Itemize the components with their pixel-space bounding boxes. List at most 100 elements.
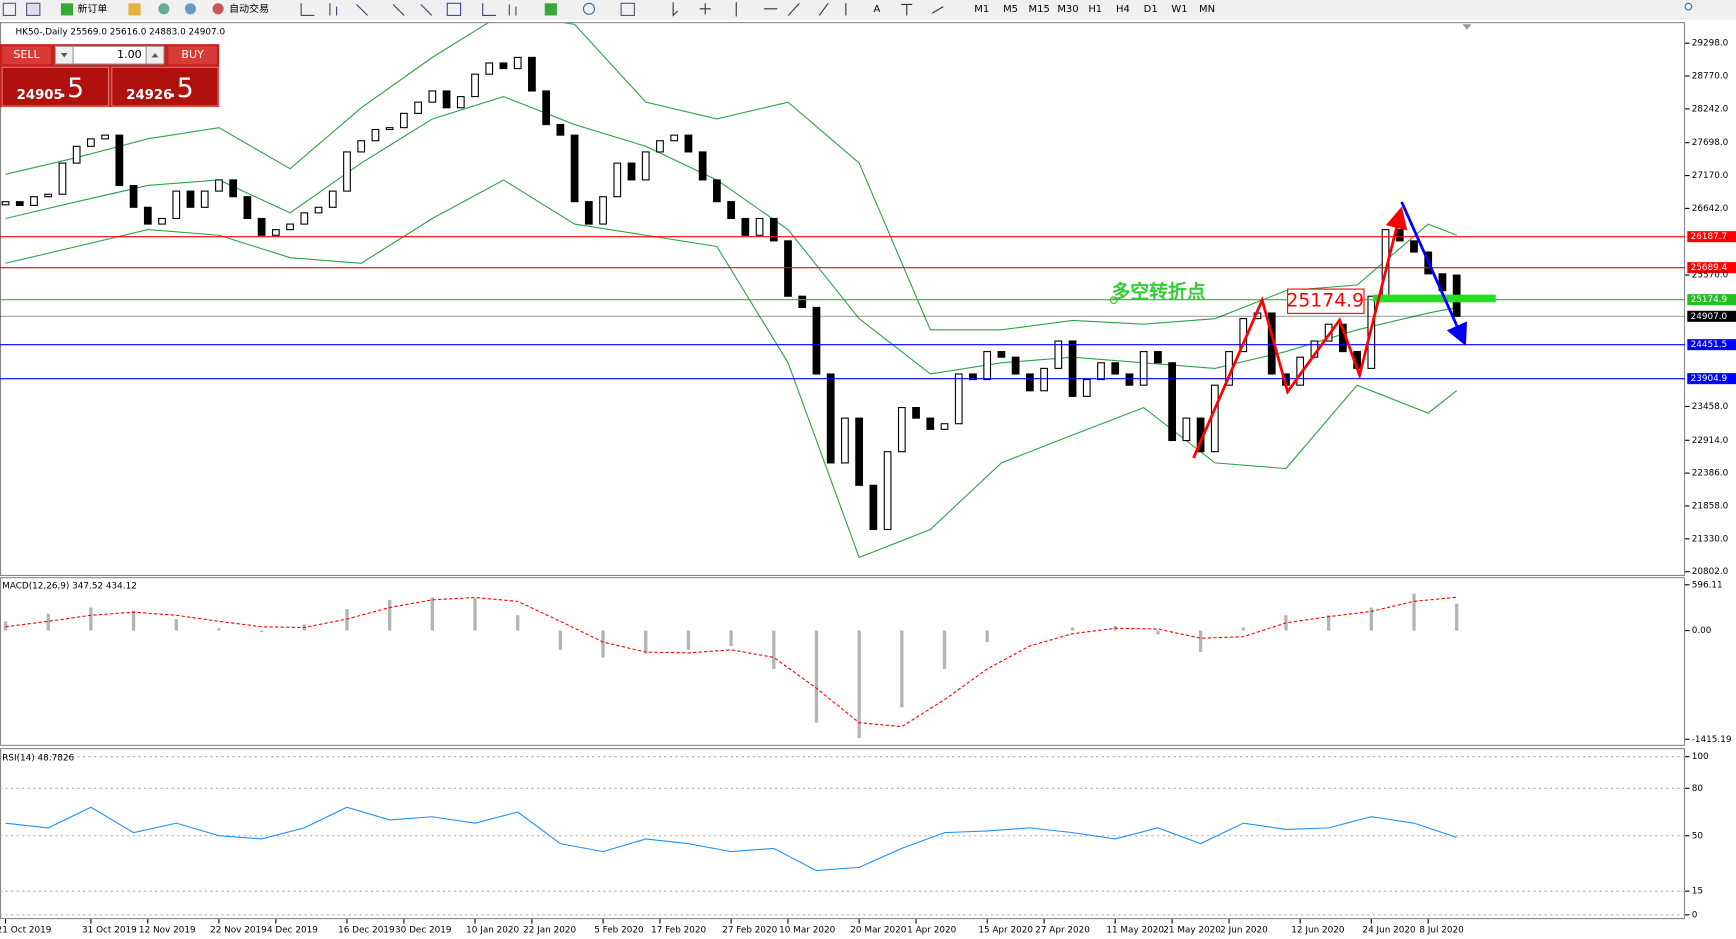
level-label: 25689.4 xyxy=(1691,263,1728,273)
icon-button[interactable] xyxy=(26,2,41,16)
macd-bar xyxy=(89,607,93,631)
timeframe-button[interactable]: M1 xyxy=(974,4,989,15)
spin-icon xyxy=(60,52,68,58)
x-tick-label: 16 Dec 2019 xyxy=(338,926,395,936)
candle xyxy=(556,124,565,136)
toolbar-icons[interactable] xyxy=(901,3,944,16)
buy-label[interactable]: BUY xyxy=(181,48,204,61)
timeframe-button[interactable]: H4 xyxy=(1116,4,1130,15)
icon-button[interactable] xyxy=(446,2,462,16)
ask-box[interactable] xyxy=(111,66,219,107)
search-icon[interactable] xyxy=(1684,2,1693,11)
y-tick-label: 100 xyxy=(1692,752,1709,762)
candle xyxy=(784,240,792,297)
x-tick-label: 21 Oct 2019 xyxy=(0,926,51,936)
timeframe-button[interactable]: H1 xyxy=(1088,4,1102,15)
timeframe-button[interactable]: D1 xyxy=(1144,4,1158,15)
macd-bar xyxy=(857,630,861,739)
icon-button[interactable] xyxy=(544,3,557,16)
candle xyxy=(513,56,522,70)
timeframe-button[interactable]: M30 xyxy=(1057,4,1078,15)
level-label-bg xyxy=(1687,294,1736,306)
toolbar-icons[interactable] xyxy=(482,3,517,16)
candle xyxy=(684,134,693,153)
signal-line xyxy=(5,596,1457,728)
icon-button[interactable] xyxy=(2,2,17,16)
candle xyxy=(1410,240,1418,253)
auto-trading-icon[interactable] xyxy=(212,3,224,15)
candle xyxy=(1210,384,1219,453)
candle xyxy=(200,190,209,208)
x-tick-label: 27 Feb 2020 xyxy=(722,926,777,936)
new-order-button[interactable]: 新订单 xyxy=(78,2,108,15)
icon-button[interactable] xyxy=(184,3,196,15)
bollinger-band xyxy=(5,95,1457,375)
macd-bar xyxy=(1198,630,1203,653)
candle xyxy=(1168,362,1177,442)
x-tick-label: 10 Jan 2020 xyxy=(466,926,519,936)
bid-box[interactable] xyxy=(1,66,110,107)
one-click-panel: SELL 1.00 BUY 24905 .5 24926 .5 xyxy=(0,44,220,108)
bid-fraction[interactable]: .5 xyxy=(59,73,84,104)
candle xyxy=(186,190,195,208)
text-tool[interactable]: A xyxy=(874,4,881,15)
candle xyxy=(115,134,124,187)
candle xyxy=(883,451,892,531)
rsi-pane xyxy=(0,748,1686,920)
candle xyxy=(385,127,394,131)
macd-bar xyxy=(430,597,434,631)
macd-bar xyxy=(1455,603,1459,631)
trend-arrow xyxy=(1400,201,1468,346)
level-label: 25174.9 xyxy=(1691,295,1728,305)
plot-layer: 26187.7 25689.4 25174.9 24907.0 24451.5 23904… xyxy=(0,23,1736,936)
candle xyxy=(912,407,920,419)
macd-bar xyxy=(1070,627,1075,631)
auto-trading-button[interactable]: 自动交易 xyxy=(229,2,269,15)
level-label-bg xyxy=(1687,339,1736,351)
y-tick-label: 28242.0 xyxy=(1692,104,1729,114)
timeframe-button[interactable]: W1 xyxy=(1171,4,1187,15)
x-tick-label: 30 Dec 2019 xyxy=(395,926,452,936)
trend-arrow xyxy=(1192,206,1408,459)
candle xyxy=(656,140,664,153)
candle xyxy=(954,373,963,425)
new-order-icon[interactable] xyxy=(60,3,74,16)
y-tick-label: 0.00 xyxy=(1692,626,1712,636)
y-tick-label: 21330.0 xyxy=(1692,534,1729,544)
sell-label[interactable]: SELL xyxy=(13,48,40,61)
icon-button[interactable] xyxy=(158,3,170,15)
lot-value[interactable]: 1.00 xyxy=(117,48,142,61)
ask-price[interactable]: 24926 xyxy=(126,88,172,103)
toolbar-icons[interactable] xyxy=(672,2,847,17)
icon-button[interactable] xyxy=(128,3,141,16)
candle xyxy=(87,138,95,147)
macd-bar xyxy=(473,598,477,631)
sell-button[interactable] xyxy=(2,46,51,64)
timeframe-button[interactable]: MN xyxy=(1199,4,1215,15)
level-label-bg xyxy=(1687,373,1736,385)
timeframe-button[interactable]: M5 xyxy=(1003,4,1018,15)
candle xyxy=(442,90,451,109)
ask-fraction[interactable]: .5 xyxy=(168,73,193,104)
buy-button[interactable] xyxy=(168,46,217,64)
candle xyxy=(456,96,465,109)
y-tick-label: 50 xyxy=(1692,831,1704,841)
toolbar-icons[interactable] xyxy=(300,3,433,16)
x-tick-label: 12 Jun 2020 xyxy=(1291,926,1345,936)
candle xyxy=(1068,340,1077,397)
icon-button[interactable] xyxy=(620,2,635,16)
candle xyxy=(584,201,593,225)
y-tick-label: 25570.0 xyxy=(1692,271,1729,281)
candle xyxy=(357,140,366,153)
candle xyxy=(143,206,152,225)
candle xyxy=(855,417,864,486)
bid-price[interactable]: 24905 xyxy=(17,88,63,103)
candle xyxy=(371,128,380,142)
candle xyxy=(769,217,778,242)
candle xyxy=(101,134,109,140)
icon-button[interactable] xyxy=(582,2,596,15)
timeframe-button[interactable]: M15 xyxy=(1029,4,1050,15)
macd-bar xyxy=(729,630,733,646)
candle xyxy=(229,179,238,198)
y-tick-label: 26642.0 xyxy=(1692,204,1729,214)
